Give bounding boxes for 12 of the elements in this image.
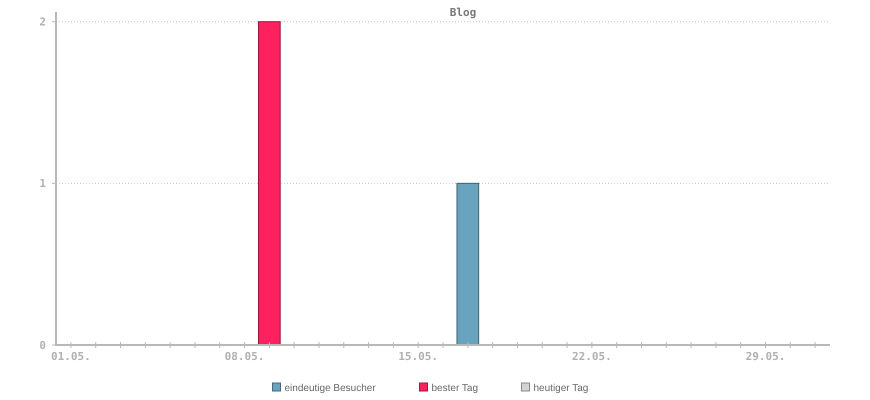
x-tick-label: 08.05. [224,350,264,363]
y-tick-label: 0 [39,338,46,352]
x-tick-label: 01.05. [51,350,91,363]
x-tick-label: 15.05. [398,350,438,363]
legend-label: bester Tag [432,383,478,394]
legend-label: eindeutige Besucher [284,383,376,394]
y-tick-label: 2 [39,16,46,29]
legend-label: heutiger Tag [534,383,588,394]
x-tick-label: 29.05. [746,350,786,363]
x-tick-label: 22.05. [572,350,612,363]
y-tick-label: 1 [39,177,46,190]
chart-title: Blog [450,6,476,19]
